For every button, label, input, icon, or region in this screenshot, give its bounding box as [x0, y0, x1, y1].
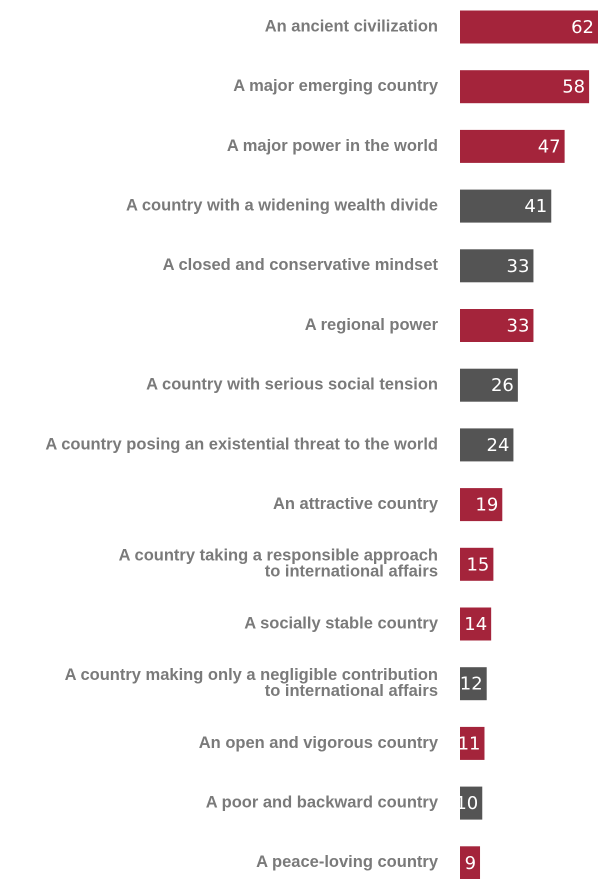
- value-label: 10: [455, 793, 478, 814]
- value-label: 33: [507, 316, 530, 337]
- value-label: 15: [466, 554, 489, 575]
- value-label: 24: [487, 435, 510, 456]
- category-label-line: An attractive country: [273, 495, 439, 513]
- category-label: A major emerging country: [233, 77, 439, 95]
- category-label-line: A major emerging country: [233, 77, 439, 95]
- category-label: An attractive country: [273, 495, 439, 513]
- category-label: A poor and backward country: [206, 793, 439, 811]
- category-label: A major power in the world: [227, 137, 438, 155]
- category-label: A socially stable country: [244, 614, 439, 632]
- value-label: 12: [460, 674, 483, 695]
- category-label: A closed and conservative mindset: [163, 256, 439, 274]
- value-label: 58: [562, 77, 585, 98]
- category-label-line: A major power in the world: [227, 137, 438, 155]
- category-label-line: to international affairs: [265, 682, 438, 700]
- value-label: 19: [475, 495, 498, 516]
- category-label: An ancient civilization: [265, 17, 438, 35]
- category-label: A country making only a negligible contr…: [65, 666, 438, 700]
- category-label: A country posing an existential threat t…: [45, 435, 438, 453]
- value-label: 26: [491, 375, 514, 396]
- category-labels: An ancient civilization A major emerging …: [45, 17, 439, 871]
- category-label: A country with serious social tension: [146, 376, 438, 394]
- value-label: 41: [524, 196, 547, 217]
- category-label: A peace-loving country: [256, 853, 439, 871]
- bars: [460, 11, 598, 879]
- category-label: A regional power: [305, 316, 439, 334]
- category-label-line: A peace-loving country: [256, 853, 439, 871]
- category-label-line: A country with serious social tension: [146, 376, 438, 394]
- category-label-line: A closed and conservative mindset: [163, 256, 439, 274]
- category-label: A country taking a responsible approach t…: [119, 547, 438, 581]
- category-label-line: An open and vigorous country: [199, 734, 439, 752]
- category-label-line: A socially stable country: [244, 614, 439, 632]
- category-label-line: A regional power: [305, 316, 439, 334]
- category-label-line: A country posing an existential threat t…: [45, 435, 438, 453]
- category-label-line: A country with a widening wealth divide: [126, 196, 438, 214]
- category-label-line: An ancient civilization: [265, 17, 438, 35]
- value-label: 33: [507, 256, 530, 277]
- category-label: An open and vigorous country: [199, 734, 439, 752]
- value-label: 11: [458, 733, 481, 754]
- category-label-line: to international affairs: [265, 563, 438, 581]
- value-label: 9: [465, 853, 476, 874]
- category-label: A country with a widening wealth divide: [126, 196, 438, 214]
- category-label-line: A poor and backward country: [206, 793, 439, 811]
- value-label: 47: [538, 136, 561, 157]
- value-label: 62: [571, 17, 594, 38]
- value-label: 14: [464, 614, 487, 635]
